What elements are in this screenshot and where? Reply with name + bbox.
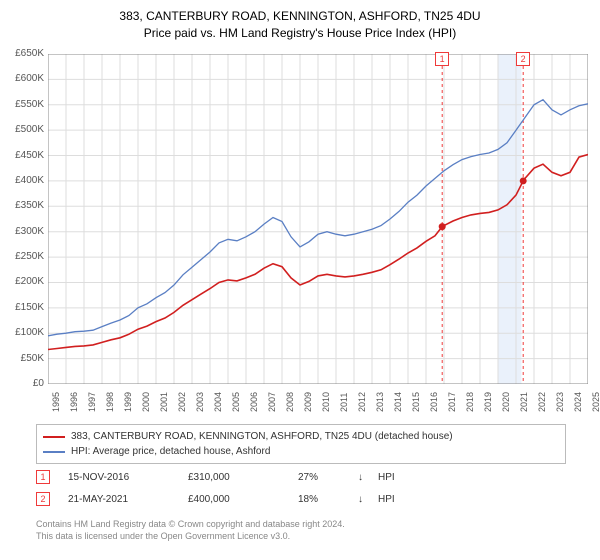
x-tick-label: 2020 (501, 392, 511, 412)
x-tick-label: 1999 (123, 392, 133, 412)
x-tick-label: 2024 (573, 392, 583, 412)
sale-marker-icon: 2 (36, 492, 50, 506)
x-tick-label: 1995 (51, 392, 61, 412)
legend-label: HPI: Average price, detached house, Ashf… (71, 444, 270, 459)
x-tick-label: 2022 (537, 392, 547, 412)
sale-dir: ↓ (358, 472, 378, 483)
sale-marker-icon: 1 (36, 470, 50, 484)
x-tick-label: 2023 (555, 392, 565, 412)
x-tick-label: 2012 (357, 392, 367, 412)
x-tick-label: 2000 (141, 392, 151, 412)
sale-price: £400,000 (188, 494, 298, 505)
chart (48, 54, 588, 384)
chart-title-line2: Price paid vs. HM Land Registry's House … (0, 25, 600, 42)
x-tick-label: 2016 (429, 392, 439, 412)
x-tick-label: 2019 (483, 392, 493, 412)
x-tick-label: 2007 (267, 392, 277, 412)
x-tick-label: 2001 (159, 392, 169, 412)
legend-label: 383, CANTERBURY ROAD, KENNINGTON, ASHFOR… (71, 429, 453, 444)
x-tick-label: 2004 (213, 392, 223, 412)
y-tick-label: £250K (2, 251, 44, 262)
y-tick-label: £0 (2, 378, 44, 389)
sale-row: 1 15-NOV-2016£310,00027%↓HPI (36, 466, 418, 488)
x-tick-label: 2005 (231, 392, 241, 412)
sale-pct: 27% (298, 472, 358, 483)
sale-idx: HPI (378, 472, 418, 483)
x-tick-label: 2003 (195, 392, 205, 412)
legend-item: 383, CANTERBURY ROAD, KENNINGTON, ASHFOR… (43, 429, 559, 444)
sale-date: 21-MAY-2021 (68, 494, 188, 505)
x-tick-label: 2010 (321, 392, 331, 412)
legend-swatch (43, 451, 65, 453)
y-tick-label: £350K (2, 200, 44, 211)
x-tick-label: 2006 (249, 392, 259, 412)
x-tick-label: 2009 (303, 392, 313, 412)
y-tick-label: £500K (2, 124, 44, 135)
y-tick-label: £450K (2, 150, 44, 161)
y-tick-label: £50K (2, 353, 44, 364)
y-tick-label: £150K (2, 302, 44, 313)
x-tick-label: 2002 (177, 392, 187, 412)
x-tick-label: 2017 (447, 392, 457, 412)
footer-line1: Contains HM Land Registry data © Crown c… (36, 518, 345, 530)
x-tick-label: 2013 (375, 392, 385, 412)
x-tick-label: 2014 (393, 392, 403, 412)
x-tick-label: 1997 (87, 392, 97, 412)
y-tick-label: £300K (2, 226, 44, 237)
sale-row: 2 21-MAY-2021£400,00018%↓HPI (36, 488, 418, 510)
y-tick-label: £100K (2, 327, 44, 338)
legend-swatch (43, 436, 65, 438)
y-tick-label: £600K (2, 73, 44, 84)
sale-pct: 18% (298, 494, 358, 505)
x-tick-label: 2025 (591, 392, 600, 412)
x-tick-label: 2011 (339, 393, 349, 412)
x-tick-label: 2015 (411, 392, 421, 412)
sales-table: 1 15-NOV-2016£310,00027%↓HPI 2 21-MAY-2021£… (36, 466, 418, 510)
footer-line2: This data is licensed under the Open Gov… (36, 530, 345, 542)
footer-attribution: Contains HM Land Registry data © Crown c… (36, 518, 345, 542)
y-tick-label: £400K (2, 175, 44, 186)
sale-date: 15-NOV-2016 (68, 472, 188, 483)
x-tick-label: 1996 (69, 392, 79, 412)
x-tick-label: 2018 (465, 392, 475, 412)
sale-idx: HPI (378, 494, 418, 505)
y-tick-label: £550K (2, 99, 44, 110)
event-marker-1: 1 (435, 52, 449, 66)
x-tick-label: 2021 (519, 392, 529, 412)
sale-price: £310,000 (188, 472, 298, 483)
x-tick-label: 2008 (285, 392, 295, 412)
legend-item: HPI: Average price, detached house, Ashf… (43, 444, 559, 459)
x-tick-label: 1998 (105, 392, 115, 412)
sale-dir: ↓ (358, 494, 378, 505)
legend: 383, CANTERBURY ROAD, KENNINGTON, ASHFOR… (36, 424, 566, 464)
y-tick-label: £650K (2, 48, 44, 59)
chart-title-line1: 383, CANTERBURY ROAD, KENNINGTON, ASHFOR… (0, 8, 600, 25)
event-marker-2: 2 (516, 52, 530, 66)
y-tick-label: £200K (2, 276, 44, 287)
